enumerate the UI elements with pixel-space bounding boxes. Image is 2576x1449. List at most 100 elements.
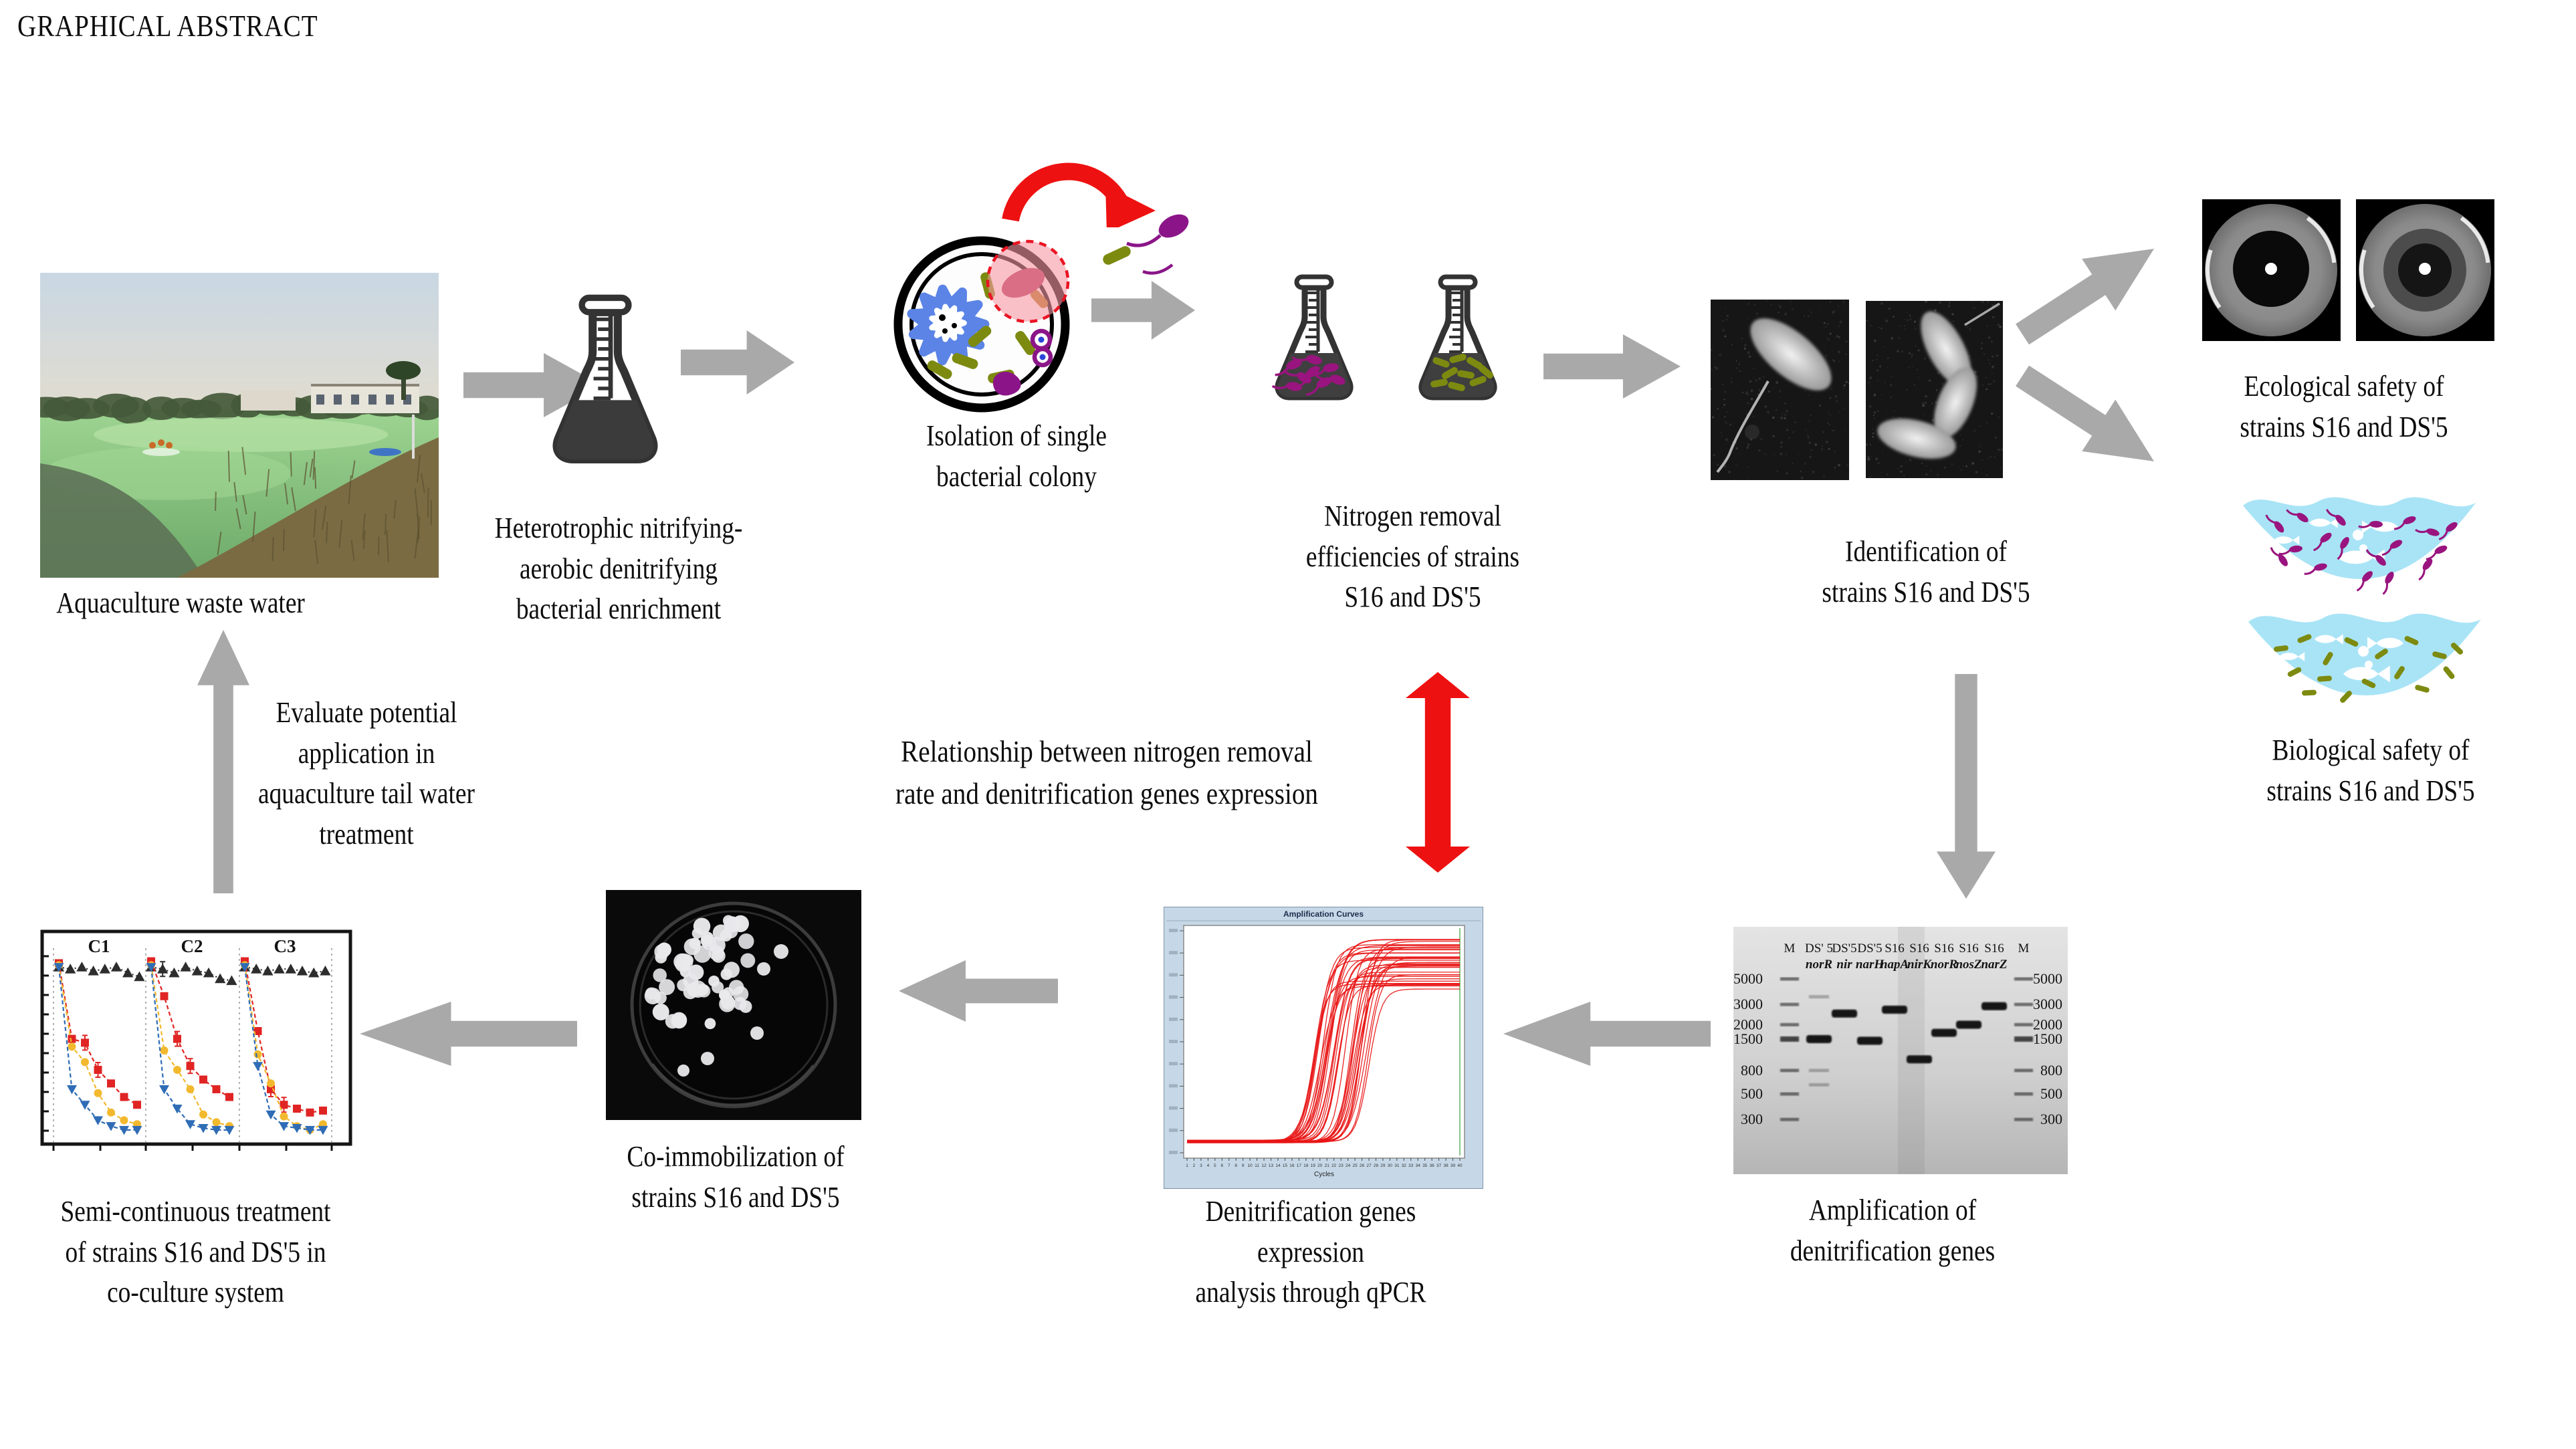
svg-text:narH: narH [1856,958,1885,972]
svg-text:nir: nir [1836,958,1852,972]
semicontinuous-label: Semi-continuous treatment of strains S16… [60,1195,331,1309]
svg-text:13: 13 [1269,1163,1274,1168]
svg-text:37: 37 [1436,1163,1442,1168]
svg-text:S16: S16 [1885,941,1905,956]
svg-text:4: 4 [1207,1163,1210,1168]
svg-text:3000: 3000 [2033,996,2062,1012]
inhibition-plate-image-1 [2202,199,2341,341]
svg-text:500: 500 [2040,1085,2062,1102]
svg-text:17: 17 [1297,1163,1302,1168]
svg-text:DS' 5: DS' 5 [1805,941,1833,956]
svg-text:800: 800 [1741,1062,1763,1079]
svg-text:19: 19 [1311,1163,1316,1168]
ecological-label: Ecological safety of strains S16 and DS'… [2240,370,2448,443]
identification-label: Identification of strains S16 and DS'5 [1822,535,2030,608]
aquaculture-pond-photo [40,273,439,578]
svg-text:5000: 5000 [1733,970,1763,987]
petri-dish-colonies-icon [893,236,1070,413]
flow-arrow-2-icon [681,330,794,395]
fish-tank-olive-icon [2248,613,2481,703]
svg-text:nosZ: nosZ [1955,958,1981,972]
flow-arrow-up-icon [197,630,249,893]
immobilized-beads-photo [606,890,861,1120]
flow-arrow-4-icon [1543,334,1681,399]
svg-text:S16: S16 [1959,941,1979,956]
curved-red-arrow-icon [1002,162,1156,227]
relationship-label: Relationship between nitrogen removal ra… [895,734,1318,811]
flow-arrow-down-right-icon [2006,350,2171,487]
gel-electrophoresis-image: M DS' 5norRDS'5nirDS'5narHS16napAS16nirKS… [1733,927,2068,1174]
svg-text:S16: S16 [1909,941,1929,956]
svg-text:8: 8 [1235,1163,1237,1168]
qpcr-label: Denitrification genes expression analysi… [1195,1195,1426,1309]
svg-text:38: 38 [1443,1163,1448,1168]
svg-text:3000: 3000 [1733,996,1763,1012]
svg-text:24: 24 [1346,1163,1351,1168]
svg-text:norR: norR [1806,958,1832,972]
svg-text:39: 39 [1451,1163,1456,1168]
svg-text:7: 7 [1228,1163,1230,1168]
svg-text:2000: 2000 [2033,1016,2062,1032]
enrichment-label: Heterotrophic nitrifying- aerobic denitr… [494,512,743,626]
svg-text:25: 25 [1352,1163,1358,1168]
flow-arrow-up-right-icon [2006,223,2171,360]
biological-label: Biological safety of strains S16 and DS'… [2266,734,2475,807]
svg-text:M: M [1784,941,1796,956]
pond-label: Aquaculture waste water [56,586,305,619]
svg-text:14: 14 [1275,1163,1281,1168]
flow-arrow-3-icon [1091,281,1195,340]
flow-arrow-down-icon [1937,674,1996,899]
amplification-label: Amplification of denitrification genes [1790,1194,1996,1267]
svg-text:M: M [2018,941,2030,956]
svg-text:nirK: nirK [1907,958,1932,972]
svg-text:1500: 1500 [1733,1030,1763,1047]
enrichment-flask-icon [552,294,658,463]
isolation-label: Isolation of single bacterial colony [926,419,1107,493]
coimmobilization-label: Co-immobilization of strains S16 and DS'… [627,1140,845,1214]
svg-text:S16: S16 [1934,941,1954,956]
svg-text:21: 21 [1325,1163,1330,1168]
svg-text:40: 40 [1457,1163,1463,1168]
svg-text:800: 800 [2040,1062,2062,1079]
svg-text:C1: C1 [88,936,110,956]
svg-text:Amplification Curves: Amplification Curves [1283,909,1364,919]
svg-text:6: 6 [1220,1163,1223,1168]
svg-text:napA: napA [1881,958,1909,972]
svg-text:1: 1 [1186,1163,1188,1168]
svg-text:36: 36 [1430,1163,1435,1168]
svg-text:C3: C3 [274,936,296,956]
inhibition-plate-image-2 [2356,199,2494,341]
flow-arrow-7-icon [360,1002,577,1066]
svg-text:12: 12 [1261,1163,1267,1168]
svg-text:narZ: narZ [1981,958,2007,972]
svg-text:33: 33 [1408,1163,1414,1168]
svg-text:28: 28 [1374,1163,1379,1168]
svg-text:29: 29 [1380,1163,1386,1168]
strain-flasks-icon [1271,274,1497,401]
svg-text:300: 300 [1741,1111,1763,1127]
svg-text:DS'5: DS'5 [1832,941,1856,956]
page-title: GRAPHICAL ABSTRACT [17,9,318,43]
svg-text:norR: norR [1931,958,1957,972]
svg-text:2000: 2000 [1733,1016,1763,1032]
svg-text:10: 10 [1248,1163,1253,1168]
sem-image-flagellated-rod [1711,300,1849,480]
svg-text:35: 35 [1422,1163,1428,1168]
svg-text:1500: 1500 [2033,1030,2062,1047]
svg-text:2: 2 [1193,1163,1196,1168]
svg-text:34: 34 [1416,1163,1421,1168]
sem-image-rod-cluster [1866,301,2003,478]
svg-text:18: 18 [1303,1163,1309,1168]
red-double-arrow-icon [1406,672,1470,873]
flow-arrow-6-icon [899,960,1058,1022]
svg-text:16: 16 [1289,1163,1295,1168]
fish-tank-magenta-icon [2243,497,2476,595]
nitrogen-label: Nitrogen removal efficiencies of strains… [1305,499,1520,614]
svg-text:500: 500 [1741,1085,1763,1102]
svg-text:23: 23 [1339,1163,1344,1168]
svg-text:Cycles: Cycles [1314,1171,1334,1178]
svg-text:3: 3 [1200,1163,1202,1168]
svg-text:26: 26 [1360,1163,1365,1168]
